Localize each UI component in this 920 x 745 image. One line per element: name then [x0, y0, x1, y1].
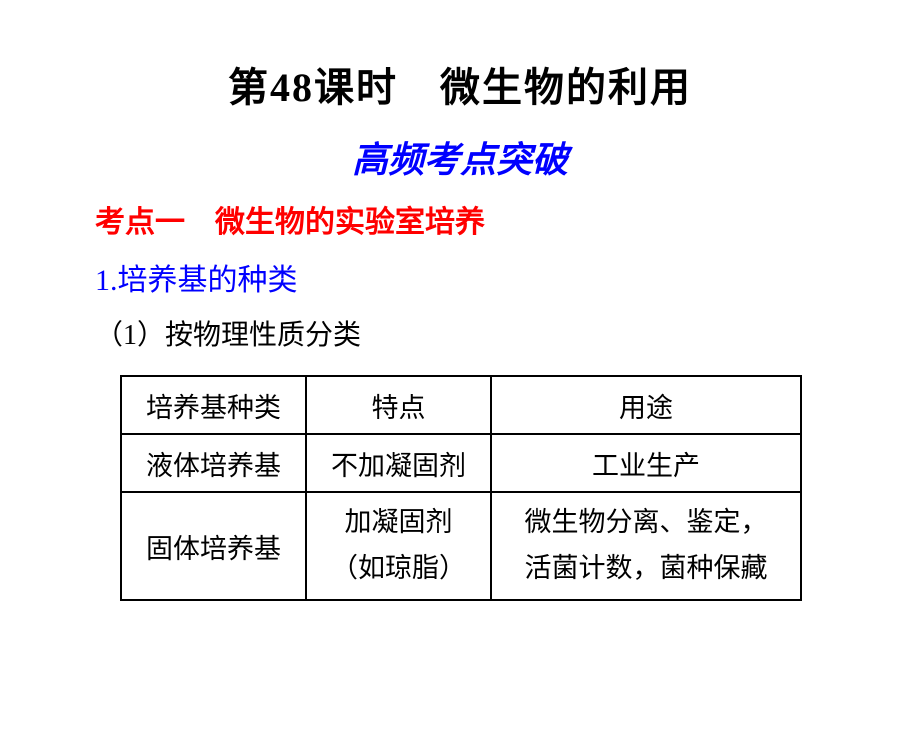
table-cell: 加凝固剂（如琼脂） — [306, 492, 491, 600]
classification-table-wrap: 培养基种类 特点 用途 液体培养基 不加凝固剂 工业生产 固体培养基 加凝固剂（… — [120, 375, 920, 601]
table-cell: 微生物分离、鉴定，活菌计数，菌种保藏 — [491, 492, 801, 600]
page-subtitle: 高频考点突破 — [0, 131, 920, 183]
table-header-cell: 用途 — [491, 376, 801, 434]
classification-table: 培养基种类 特点 用途 液体培养基 不加凝固剂 工业生产 固体培养基 加凝固剂（… — [120, 375, 802, 601]
table-cell: 液体培养基 — [121, 434, 306, 492]
table-header-cell: 特点 — [306, 376, 491, 434]
page-title: 第48课时 微生物的利用 — [0, 55, 920, 113]
table-row: 培养基种类 特点 用途 — [121, 376, 801, 434]
table-row: 液体培养基 不加凝固剂 工业生产 — [121, 434, 801, 492]
table-cell: 不加凝固剂 — [306, 434, 491, 492]
table-cell: 固体培养基 — [121, 492, 306, 600]
table-cell: 工业生产 — [491, 434, 801, 492]
table-row: 固体培养基 加凝固剂（如琼脂） 微生物分离、鉴定，活菌计数，菌种保藏 — [121, 492, 801, 600]
subsection-heading: 1.培养基的种类 — [95, 255, 920, 299]
list-item-heading: （1）按物理性质分类 — [95, 313, 920, 353]
exam-point-heading: 考点一 微生物的实验室培养 — [95, 197, 920, 241]
table-header-cell: 培养基种类 — [121, 376, 306, 434]
